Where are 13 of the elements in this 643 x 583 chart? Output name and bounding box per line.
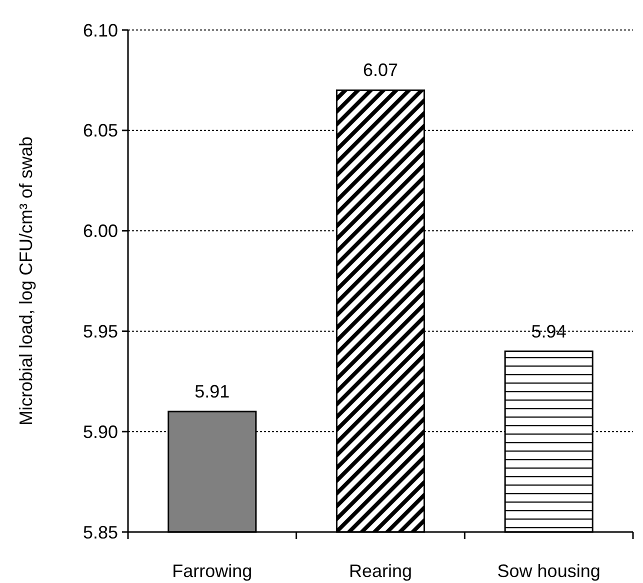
x-tick-label: Sow housing bbox=[497, 561, 600, 581]
y-tick-label: 6.05 bbox=[82, 120, 118, 141]
y-tick-label: 6.10 bbox=[82, 20, 118, 40]
data-label: 6.07 bbox=[362, 60, 398, 80]
y-tick-label: 5.95 bbox=[82, 322, 118, 342]
x-tick-label: Farrowing bbox=[172, 561, 252, 581]
data-label: 5.94 bbox=[531, 321, 566, 342]
y-axis-title: Microbial load, log CFU/cm³ of swab bbox=[16, 136, 36, 426]
y-tick-label: 5.85 bbox=[82, 522, 118, 542]
data-label: 5.91 bbox=[194, 382, 230, 402]
y-tick-label: 5.90 bbox=[82, 422, 118, 442]
x-tick-label: Rearing bbox=[348, 561, 412, 581]
y-tick-label: 6.00 bbox=[82, 221, 118, 242]
